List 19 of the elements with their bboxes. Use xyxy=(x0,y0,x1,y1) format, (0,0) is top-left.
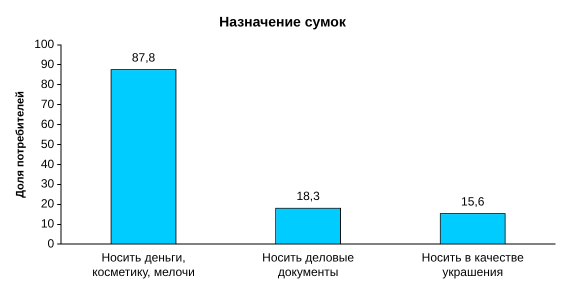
x-tick-label: Носить в качестве украшения xyxy=(422,250,524,280)
y-tick-label: 10 xyxy=(40,216,55,231)
data-label: 87,8 xyxy=(132,50,156,64)
y-axis-title: Доля потребителей xyxy=(14,91,27,198)
y-tick-label: 60 xyxy=(40,116,55,131)
y-tick-label: 100 xyxy=(34,37,55,52)
y-tick-label: 40 xyxy=(40,156,55,171)
y-tick-label: 20 xyxy=(40,196,55,211)
y-tick-label: 30 xyxy=(40,176,55,191)
y-tick-label: 0 xyxy=(48,236,55,251)
y-tick-label: 50 xyxy=(40,136,55,151)
chart-title: Назначение сумок xyxy=(219,13,347,30)
data-label: 15,6 xyxy=(461,194,485,208)
data-label: 18,3 xyxy=(296,189,320,204)
x-tick-label: Носить деньги, косметику, мелочи xyxy=(92,250,195,280)
y-tick-label: 80 xyxy=(40,76,55,91)
y-tick-label: 90 xyxy=(40,57,55,72)
x-tick-label: Носить деловые документы xyxy=(262,250,354,280)
y-tick-label: 70 xyxy=(40,96,55,111)
